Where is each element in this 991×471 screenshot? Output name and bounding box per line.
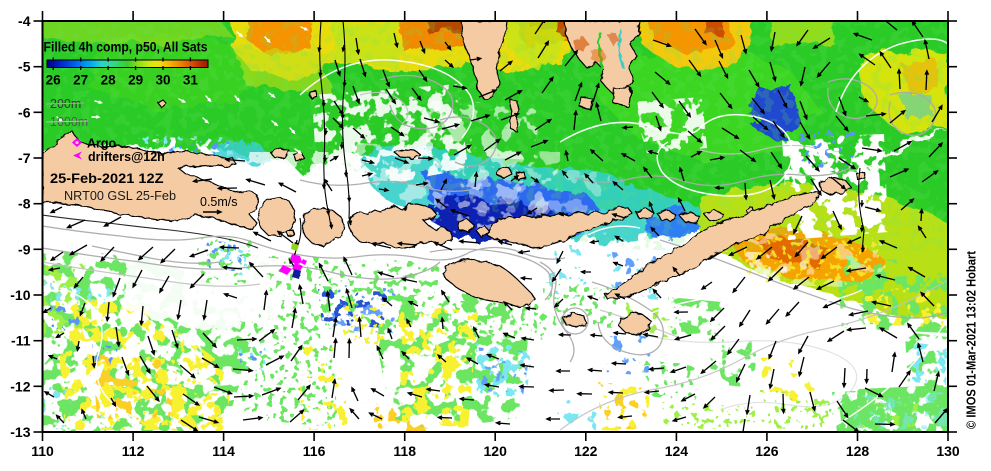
svg-text:31: 31 — [183, 73, 199, 88]
svg-text:124: 124 — [665, 443, 689, 459]
svg-text:-13: -13 — [10, 424, 30, 440]
svg-text:-9: -9 — [18, 241, 31, 257]
svg-text:Argo: Argo — [87, 137, 117, 151]
svg-text:Filled 4h comp, p50, All Sats: Filled 4h comp, p50, All Sats — [44, 39, 208, 55]
svg-text:130: 130 — [936, 443, 960, 459]
svg-text:112: 112 — [122, 443, 145, 459]
svg-text:110: 110 — [31, 443, 54, 459]
svg-text:25-Feb-2021 12Z: 25-Feb-2021 12Z — [50, 170, 164, 186]
svg-text:NRT00 GSL 25-Feb: NRT00 GSL 25-Feb — [64, 188, 176, 203]
svg-text:-12: -12 — [10, 378, 30, 394]
svg-text:128: 128 — [846, 443, 870, 459]
svg-text:126: 126 — [755, 443, 779, 459]
svg-text:27: 27 — [73, 73, 88, 88]
svg-text:drifters@12h: drifters@12h — [88, 150, 165, 164]
svg-text:28: 28 — [101, 73, 117, 88]
svg-text:-11: -11 — [11, 333, 31, 349]
svg-text:122: 122 — [574, 443, 598, 459]
svg-text:-4: -4 — [18, 13, 31, 29]
svg-text:26: 26 — [46, 73, 62, 88]
svg-text:1000m: 1000m — [50, 115, 88, 129]
svg-text:120: 120 — [484, 443, 508, 459]
svg-text:0.5m/s: 0.5m/s — [200, 195, 238, 209]
svg-text:© IMOS 01-Mar-2021 13:02 Hobar: © IMOS 01-Mar-2021 13:02 Hobart — [965, 250, 979, 429]
svg-text:-8: -8 — [18, 196, 31, 212]
svg-text:-6: -6 — [18, 104, 31, 120]
svg-text:30: 30 — [155, 73, 170, 88]
svg-text:-10: -10 — [10, 287, 30, 303]
svg-text:-5: -5 — [18, 59, 31, 75]
svg-text:29: 29 — [128, 73, 143, 88]
svg-text:118: 118 — [393, 443, 416, 459]
svg-text:-7: -7 — [18, 150, 31, 166]
svg-text:114: 114 — [212, 443, 235, 459]
svg-text:116: 116 — [303, 443, 326, 459]
